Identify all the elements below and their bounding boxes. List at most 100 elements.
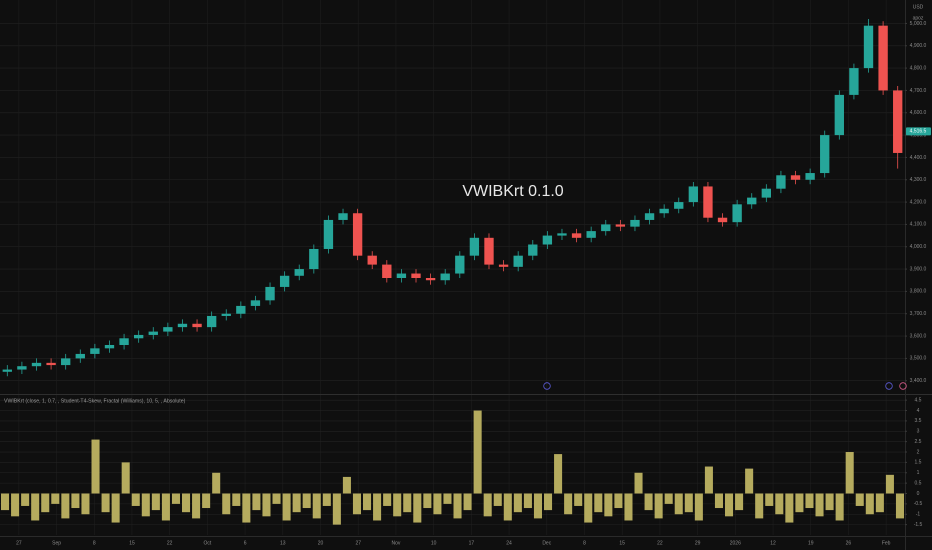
x-tick-label: 8 bbox=[583, 540, 586, 546]
y-tick-label: 2 bbox=[917, 449, 920, 455]
candle-body bbox=[90, 348, 100, 354]
event-icon[interactable] bbox=[885, 382, 893, 390]
x-tick-label: 19 bbox=[808, 540, 814, 546]
histogram-bar bbox=[895, 493, 904, 519]
y-tick-label: 0 bbox=[917, 491, 920, 497]
histogram-bar bbox=[232, 493, 241, 506]
candle-body bbox=[703, 186, 713, 218]
histogram-bar bbox=[755, 493, 764, 519]
candle-body bbox=[790, 175, 801, 180]
candle-body bbox=[119, 338, 129, 345]
x-tick-label: Feb bbox=[882, 540, 891, 546]
y-tick-label: 4,100.0 bbox=[910, 222, 927, 228]
histogram-bar bbox=[584, 493, 593, 523]
candle-body bbox=[893, 90, 903, 153]
candle-body bbox=[221, 313, 231, 316]
histogram-bar bbox=[332, 493, 341, 525]
histogram-bar bbox=[513, 493, 522, 513]
x-tick-label: Sep bbox=[52, 540, 61, 546]
candle-body bbox=[192, 323, 202, 328]
y-tick-label: 4,300.0 bbox=[910, 177, 927, 183]
histogram-bar bbox=[664, 493, 673, 504]
x-tick-label: Dec bbox=[542, 540, 551, 546]
event-icon[interactable] bbox=[899, 382, 907, 390]
x-tick-label: 17 bbox=[469, 540, 475, 546]
histogram-bar bbox=[192, 493, 201, 519]
x-tick-label: 8 bbox=[93, 540, 96, 546]
histogram-bar bbox=[473, 410, 482, 494]
scale-label: apoz bbox=[913, 15, 924, 21]
histogram-bar bbox=[252, 493, 261, 511]
x-tick-label: 26 bbox=[846, 540, 852, 546]
event-icon[interactable] bbox=[543, 382, 551, 390]
candle-body bbox=[46, 362, 56, 366]
candle-body bbox=[615, 224, 626, 227]
candle-body bbox=[747, 197, 757, 205]
histogram-bar bbox=[182, 493, 191, 513]
x-tick-label: 22 bbox=[167, 540, 173, 546]
histogram-bar bbox=[564, 493, 573, 515]
x-tick-label: 10 bbox=[431, 540, 437, 546]
candle-body bbox=[163, 327, 173, 332]
histogram-bar bbox=[604, 493, 613, 517]
histogram-bar bbox=[222, 493, 231, 515]
histogram-bar bbox=[242, 493, 251, 523]
candle-body bbox=[542, 235, 553, 245]
y-tick-label: 4,500.0 bbox=[910, 132, 927, 138]
histogram-bar bbox=[111, 493, 120, 523]
histogram-bar bbox=[704, 466, 713, 494]
candle-body bbox=[396, 273, 407, 279]
candle-body bbox=[688, 186, 699, 203]
histogram-bar bbox=[101, 493, 110, 513]
candle-body bbox=[265, 286, 275, 301]
grid-layer bbox=[0, 0, 905, 535]
histogram-bar bbox=[141, 493, 150, 517]
y-tick-label: 4,400.0 bbox=[910, 155, 927, 161]
x-tick-label: 2026 bbox=[730, 540, 741, 546]
candle-body bbox=[557, 233, 567, 236]
indicator-legend: VWIBKrt (close, 1, 0.7, , Student-T4-Ske… bbox=[4, 398, 186, 404]
x-tick-label: 22 bbox=[657, 540, 663, 546]
y-tick-label: 3.5 bbox=[915, 418, 922, 424]
y-tick-label: -0.5 bbox=[914, 501, 923, 507]
candle-body bbox=[425, 278, 436, 281]
histogram-bar bbox=[121, 462, 130, 494]
histogram-bar bbox=[212, 472, 221, 494]
candle-body bbox=[440, 273, 450, 281]
candle-body bbox=[776, 175, 786, 189]
candle-body bbox=[236, 305, 246, 314]
axes-layer: 3,400.0 3,500.0 3,600.0 3,700.0 3,800.0 3,900… bbox=[16, 21, 931, 546]
y-tick-label: 4,000.0 bbox=[910, 244, 927, 250]
histogram-bar bbox=[855, 493, 864, 506]
histogram-bar bbox=[674, 493, 683, 515]
x-tick-label: 15 bbox=[129, 540, 135, 546]
y-tick-label: 5,000.0 bbox=[910, 21, 927, 27]
histogram-bar bbox=[634, 472, 643, 494]
candle-body bbox=[75, 353, 85, 359]
candle-body bbox=[820, 135, 830, 174]
candle-body bbox=[61, 358, 71, 366]
histogram-bar bbox=[835, 493, 844, 521]
histogram-bar bbox=[684, 493, 693, 513]
candle-body bbox=[31, 362, 42, 367]
histogram-bar bbox=[413, 493, 422, 523]
histogram-bar bbox=[594, 493, 603, 513]
histogram-bar bbox=[845, 452, 854, 494]
histogram-bar bbox=[41, 493, 50, 513]
candle-body bbox=[630, 219, 640, 227]
last-price-badge bbox=[906, 127, 931, 136]
histogram-bar bbox=[21, 493, 30, 506]
histogram-bar bbox=[1, 493, 10, 511]
candle-body bbox=[382, 264, 392, 279]
candle-body bbox=[17, 366, 27, 370]
marks-layer bbox=[1, 18, 904, 525]
candle-body bbox=[571, 233, 582, 238]
candle-body bbox=[338, 213, 348, 220]
histogram-bar bbox=[463, 493, 472, 511]
candle-body bbox=[250, 300, 261, 306]
histogram-bar bbox=[312, 493, 321, 519]
y-tick-label: 4,800.0 bbox=[910, 65, 927, 71]
histogram-bar bbox=[423, 493, 432, 509]
